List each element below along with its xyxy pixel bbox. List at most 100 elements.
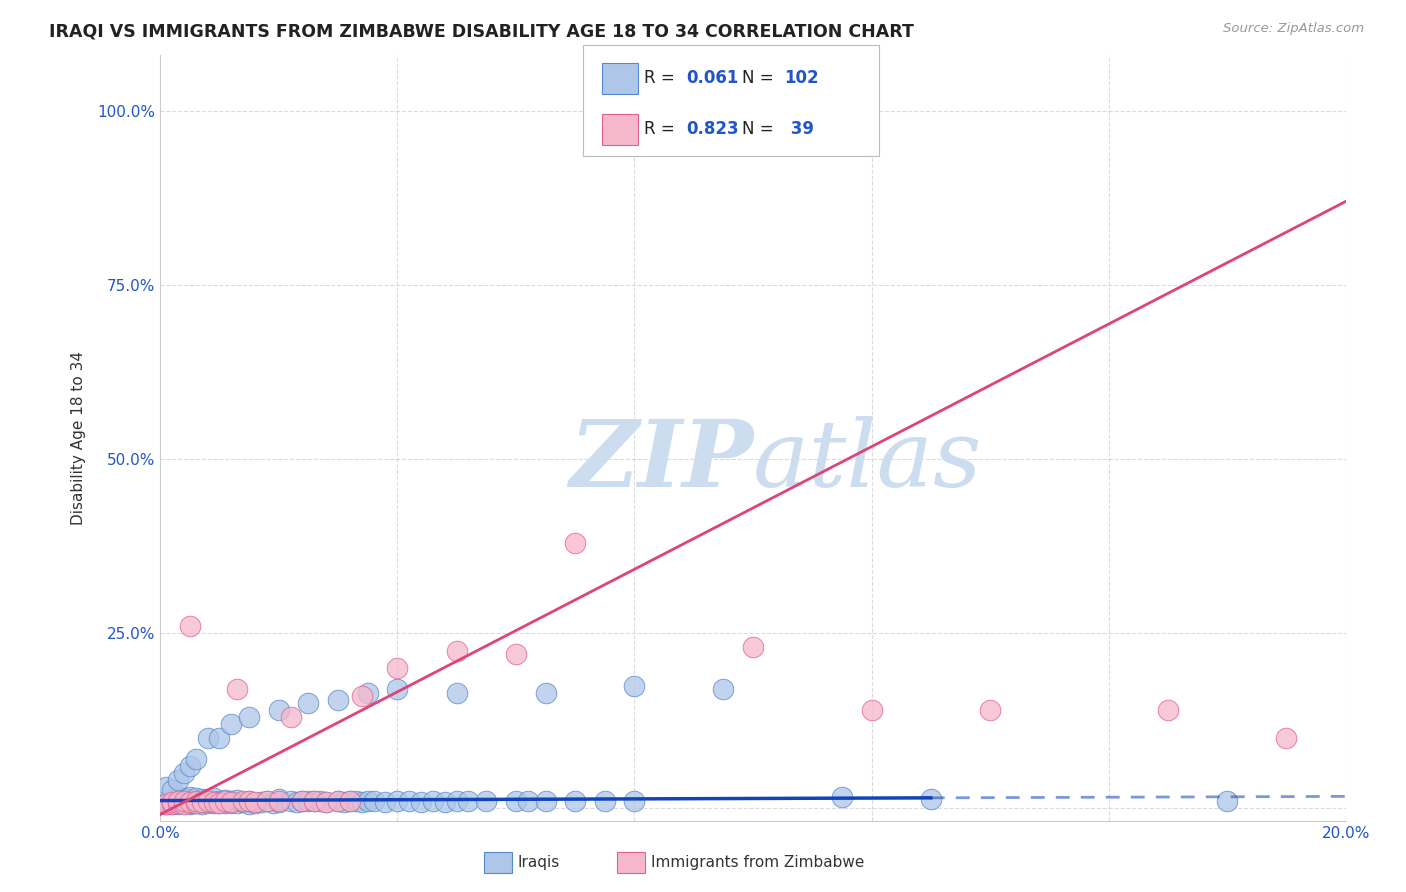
Text: ZIP: ZIP <box>568 417 754 507</box>
Point <box>326 692 349 706</box>
Point <box>250 795 273 809</box>
Point <box>167 797 190 811</box>
Point <box>179 790 201 805</box>
Point <box>357 793 380 807</box>
Point <box>291 793 314 807</box>
Point <box>742 640 765 655</box>
Point <box>173 797 195 811</box>
Point <box>155 795 177 809</box>
Point <box>256 793 278 807</box>
Point <box>167 793 190 807</box>
Point <box>184 795 207 809</box>
Point <box>155 797 177 811</box>
Point <box>505 647 527 661</box>
Point <box>160 793 183 807</box>
Point <box>179 619 201 633</box>
Point <box>387 661 409 675</box>
Point <box>350 795 373 809</box>
Point <box>202 791 225 805</box>
Point <box>179 758 201 772</box>
Point <box>197 792 219 806</box>
Point <box>333 795 356 809</box>
Point <box>409 795 432 809</box>
Text: atlas: atlas <box>754 417 983 507</box>
Point <box>179 792 201 806</box>
Point <box>184 791 207 805</box>
Point <box>534 685 557 699</box>
Point <box>179 796 201 810</box>
Point <box>226 793 249 807</box>
Point <box>1216 793 1239 807</box>
Point <box>214 793 236 807</box>
Point <box>190 792 212 806</box>
Point <box>243 795 266 809</box>
Point <box>173 765 195 780</box>
Point <box>238 793 260 807</box>
Text: N =: N = <box>742 120 779 138</box>
Point <box>197 794 219 808</box>
Point <box>238 797 260 811</box>
Point <box>326 794 349 808</box>
Point <box>190 797 212 811</box>
Point <box>534 793 557 807</box>
Point <box>167 790 190 805</box>
Point <box>160 795 183 809</box>
Point <box>232 795 254 809</box>
Point <box>202 794 225 808</box>
Point <box>297 794 319 808</box>
Point <box>623 679 645 693</box>
Point <box>309 794 332 808</box>
Point <box>363 794 385 808</box>
Point <box>267 792 290 806</box>
Point <box>214 796 236 810</box>
Point <box>160 796 183 810</box>
Point <box>190 795 212 809</box>
Point <box>1275 731 1298 745</box>
Point <box>475 793 498 807</box>
Point <box>232 793 254 807</box>
Point <box>221 797 243 811</box>
Point <box>184 796 207 810</box>
Text: 102: 102 <box>785 70 820 87</box>
Point <box>256 794 278 808</box>
Point <box>387 793 409 807</box>
Point <box>167 772 190 787</box>
Point <box>173 793 195 807</box>
Point <box>221 717 243 731</box>
Text: IRAQI VS IMMIGRANTS FROM ZIMBABWE DISABILITY AGE 18 TO 34 CORRELATION CHART: IRAQI VS IMMIGRANTS FROM ZIMBABWE DISABI… <box>49 22 914 40</box>
Point <box>179 797 201 811</box>
Point <box>262 796 284 810</box>
Point <box>173 797 195 811</box>
Point <box>831 790 853 805</box>
Point <box>214 793 236 807</box>
Text: 39: 39 <box>785 120 814 138</box>
Point <box>267 703 290 717</box>
Point <box>505 794 527 808</box>
Point <box>167 795 190 809</box>
Y-axis label: Disability Age 18 to 34: Disability Age 18 to 34 <box>72 351 86 525</box>
Text: R =: R = <box>644 120 681 138</box>
Text: Iraqis: Iraqis <box>517 855 560 870</box>
Text: Immigrants from Zimbabwe: Immigrants from Zimbabwe <box>651 855 865 870</box>
Point <box>238 794 260 808</box>
Point <box>167 791 190 805</box>
Point <box>446 793 468 807</box>
Point <box>1157 703 1180 717</box>
Point <box>564 536 586 550</box>
Point <box>197 793 219 807</box>
Point <box>860 703 883 717</box>
Text: 0.823: 0.823 <box>686 120 738 138</box>
Point <box>350 689 373 703</box>
Point <box>326 793 349 807</box>
Point <box>979 703 1001 717</box>
Point <box>711 682 734 697</box>
Point <box>297 696 319 710</box>
Point <box>267 794 290 808</box>
Point <box>280 794 302 808</box>
Point <box>516 793 538 807</box>
Point <box>160 797 183 811</box>
Point <box>291 793 314 807</box>
Point <box>315 795 337 809</box>
Point <box>226 796 249 810</box>
Point <box>160 783 183 797</box>
